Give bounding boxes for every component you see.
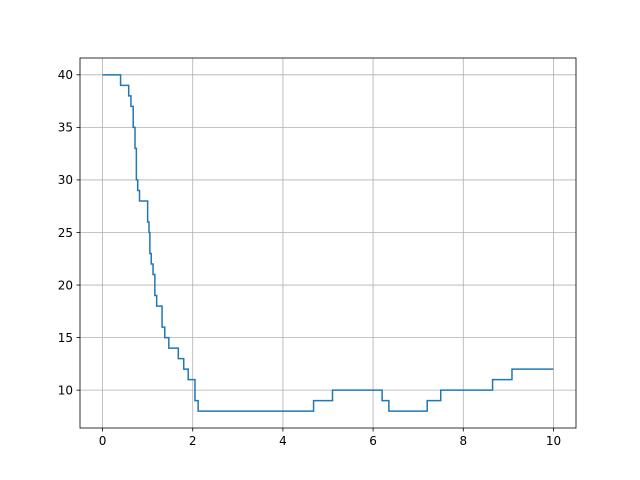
x-tick-label: 10 [546,434,561,448]
y-tick-label: 25 [58,226,73,240]
y-tick-label: 20 [58,278,73,292]
y-tick-label: 30 [58,173,73,187]
y-tick-label: 35 [58,121,73,135]
series-line [102,74,554,412]
x-tick-label: 8 [459,434,467,448]
axis-ticks: 0 2 4 6 8 10 10 15 20 25 30 35 40 [58,68,561,448]
x-tick-label: 4 [279,434,287,448]
plot-frame [79,57,577,429]
y-tick-label: 15 [58,331,73,345]
grid-lines [80,58,576,428]
x-tick-label: 6 [369,434,377,448]
x-tick-label: 0 [99,434,107,448]
series-lines [102,74,554,412]
x-tick-label: 2 [189,434,197,448]
y-tick-label: 10 [58,383,73,397]
y-tick-label: 40 [58,68,73,82]
